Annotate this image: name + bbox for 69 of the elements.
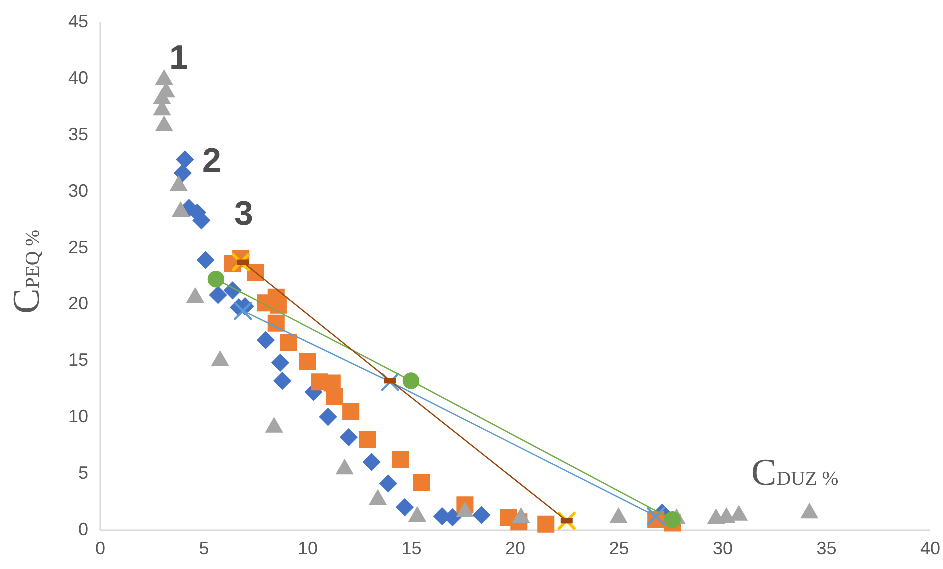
point [153,88,172,104]
annotation: 1 [170,39,188,77]
point [800,502,819,519]
point [174,164,192,182]
point [234,302,252,320]
y-tick-label: 5 [78,463,88,484]
annotation: 2 [202,142,222,180]
y-tick-label: 35 [68,124,88,144]
point [270,296,287,314]
x-tick-label: 0 [95,538,106,558]
point [381,373,400,392]
point [268,314,285,332]
annotation: 3 [234,195,254,233]
point [413,474,430,492]
x-tick-label: 25 [609,538,630,558]
point [359,431,376,448]
point [610,507,628,524]
point [456,502,474,518]
x-tick-label: 20 [505,538,526,558]
x-tick-label: 35 [816,538,837,558]
point [208,271,225,288]
y-tick-label: 30 [68,180,88,201]
point [408,506,427,522]
point [155,116,174,132]
x-tick-label: 10 [298,538,318,558]
y-tick-label: 45 [68,12,88,32]
point [558,512,576,530]
point [368,489,388,506]
y-tick-label: 10 [68,406,88,427]
point [155,69,174,86]
point [170,176,188,192]
point [176,150,194,169]
y-tick-label: 15 [68,350,88,370]
point [265,417,284,433]
x-tick-label: 5 [199,538,210,558]
point [379,474,398,493]
point [186,287,205,304]
point [362,453,381,472]
point [271,354,290,372]
point [730,505,748,521]
point [342,402,360,420]
point [336,458,354,475]
point [196,251,215,270]
point [211,350,230,366]
y-tick-label: 20 [68,294,88,314]
x-tick-label: 40 [920,538,941,558]
x-tick-label: 15 [402,538,422,558]
point [209,286,228,304]
point [512,507,530,524]
point [280,334,298,352]
point [396,498,414,517]
point [340,428,358,447]
point [647,507,666,526]
point [319,408,338,426]
x-tick-label: 30 [712,538,734,558]
y-tick-label: 25 [68,237,88,258]
point [664,511,682,528]
point [256,331,276,350]
point [326,388,343,406]
point [538,516,555,533]
point [298,353,316,370]
point [402,372,420,390]
point [472,506,491,524]
y-tick-label: 0 [78,520,88,540]
point [274,372,292,390]
point [172,202,190,218]
point [232,253,250,272]
y-tick-label: 40 [68,68,88,88]
point [392,451,410,469]
